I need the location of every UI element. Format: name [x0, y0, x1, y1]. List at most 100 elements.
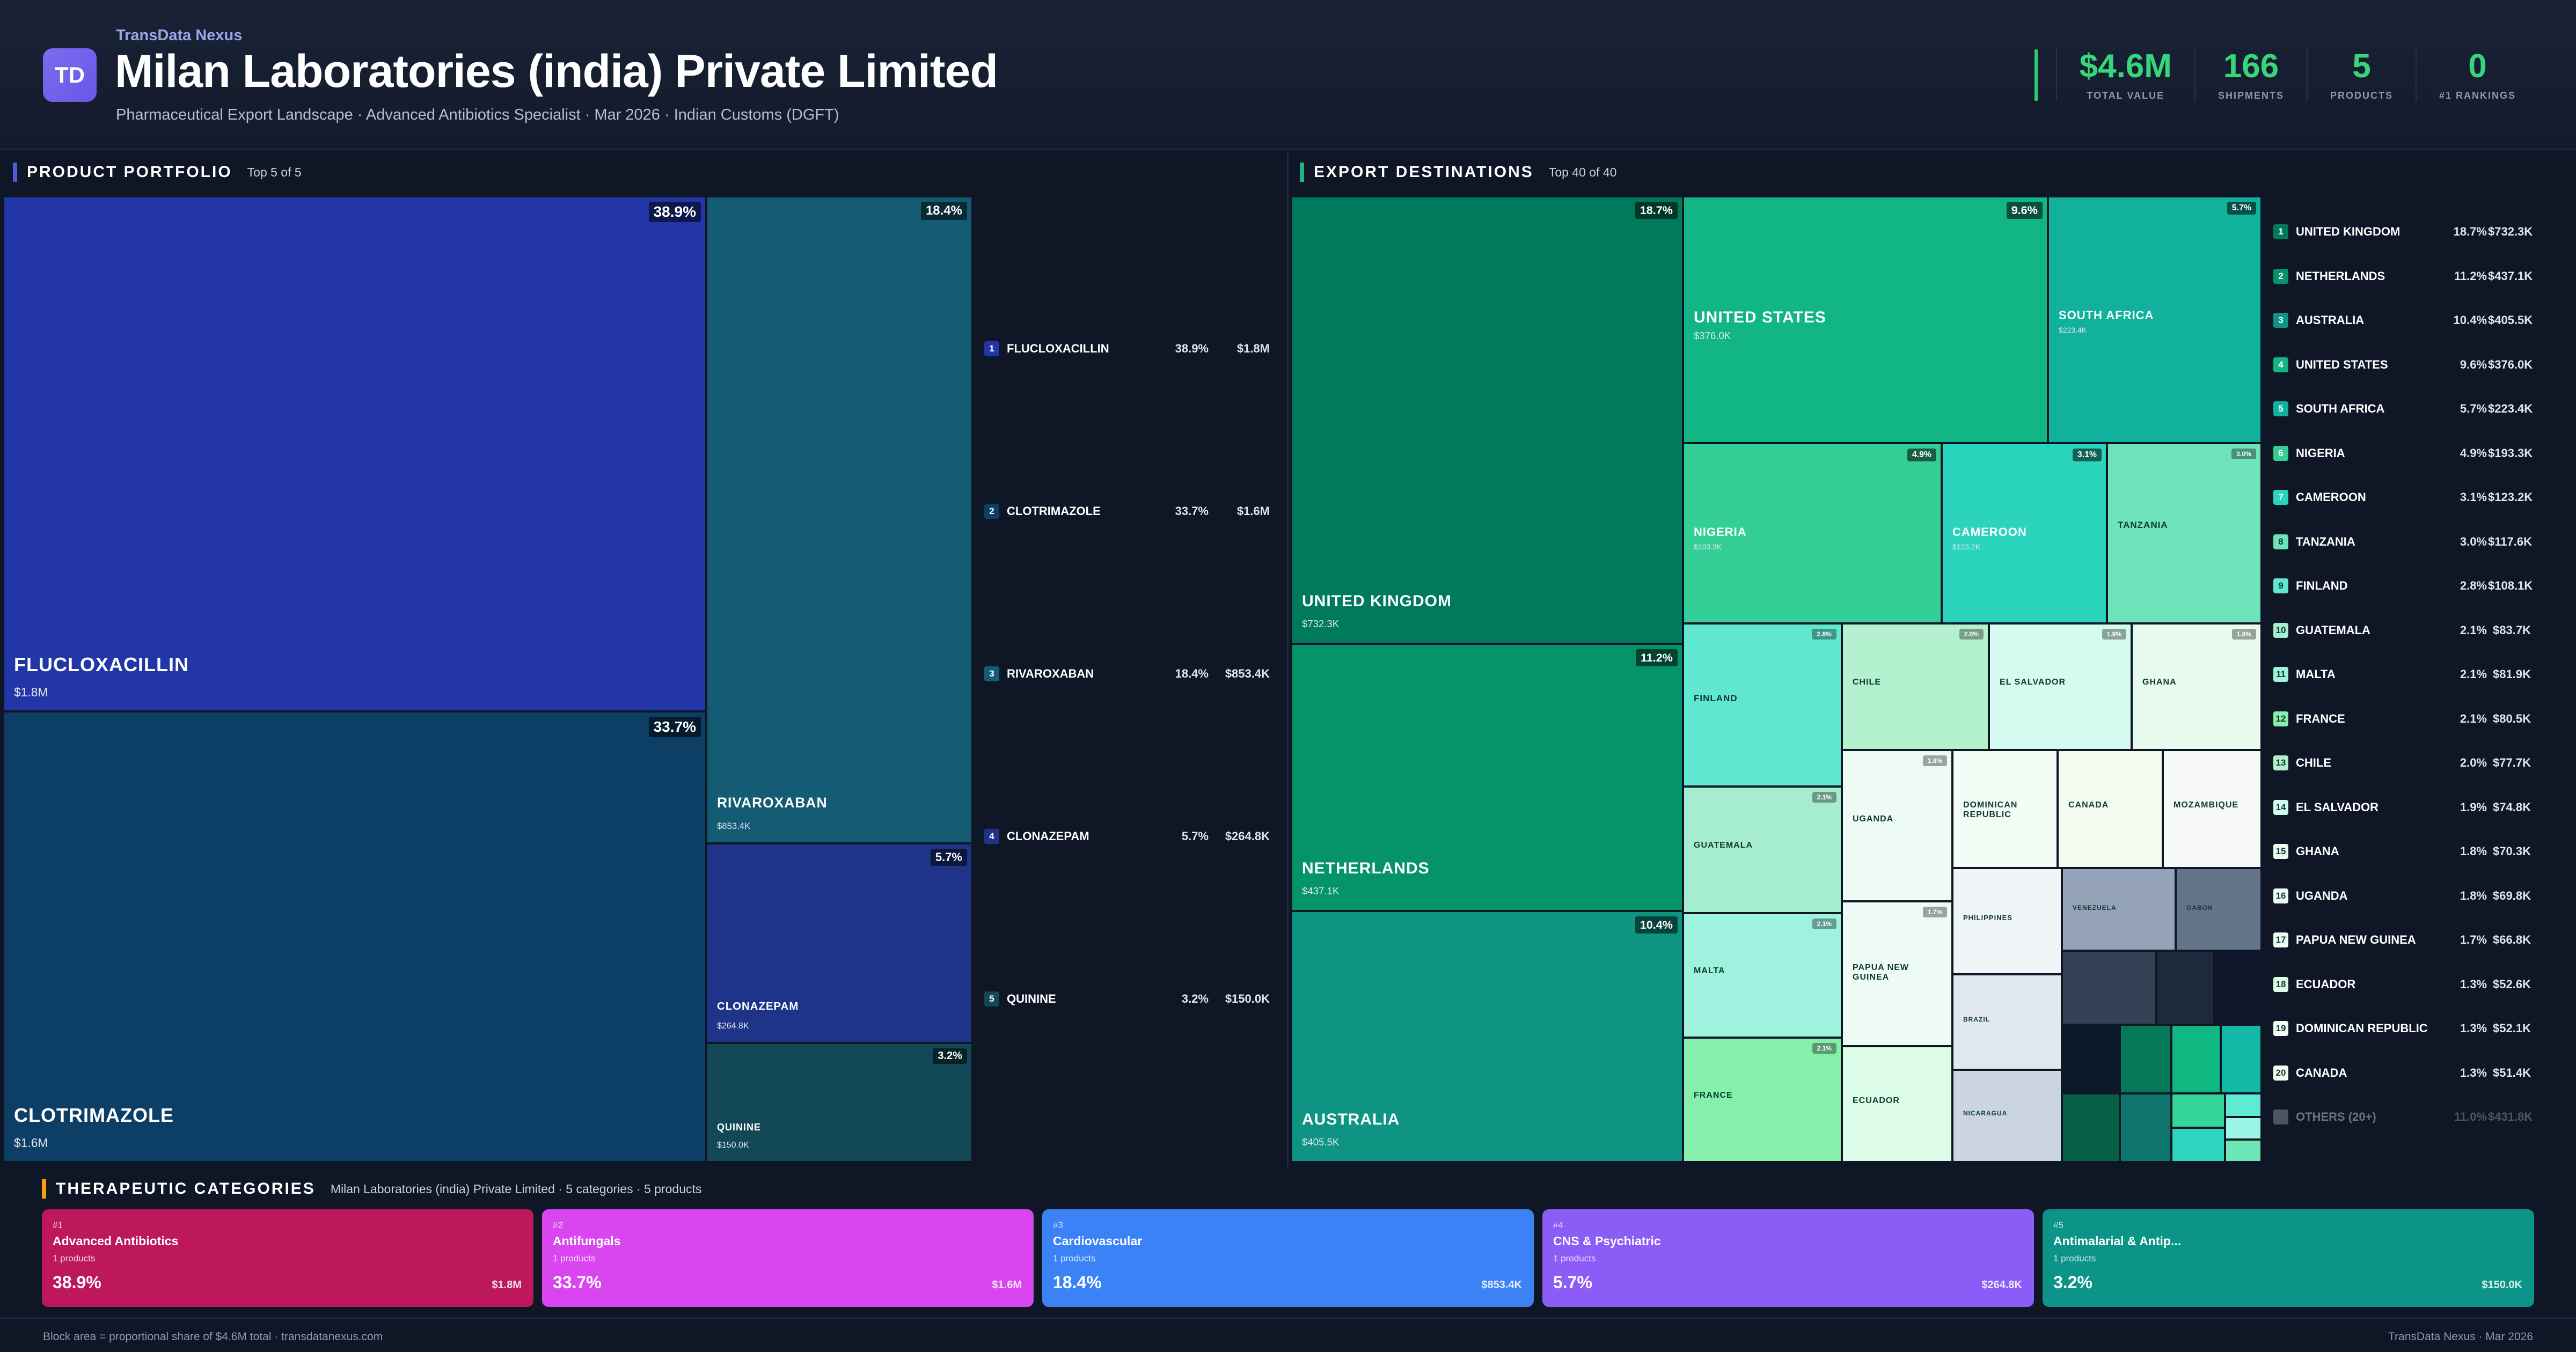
- destination-tile-malta[interactable]: 2.1% MALTA: [1683, 913, 1842, 1038]
- destination-tile-dominican-republic[interactable]: DOMINICAN REPUBLIC: [1952, 750, 2058, 868]
- legend-name: ECUADOR: [2296, 977, 2356, 991]
- destination-tile-ghana[interactable]: 1.8% GHANA: [2132, 623, 2262, 750]
- destination-legend-row[interactable]: 8 TANZANIA 3.0% $117.6K: [2273, 534, 2532, 549]
- destination-tile-nigeria[interactable]: 4.9% NIGERIA $193.3K: [1683, 443, 1942, 623]
- destination-tile-nicaragua[interactable]: NICARAGUA: [1952, 1070, 2062, 1162]
- portfolio-legend-row[interactable]: 1 FLUCLOXACILLIN 38.9% $1.8M: [984, 341, 1274, 356]
- destination-tile-minor[interactable]: [2062, 1093, 2120, 1162]
- destination-name: EL SALVADOR: [2000, 678, 2066, 687]
- portfolio-legend-row[interactable]: 3 RIVAROXABAN 18.4% $853.4K: [984, 666, 1274, 681]
- destination-tile-philippines[interactable]: PHILIPPINES: [1952, 868, 2062, 974]
- destination-tile-minor[interactable]: [2225, 1140, 2262, 1162]
- destination-tile-minor[interactable]: [2225, 1117, 2262, 1140]
- destination-tile-guatemala[interactable]: 2.1% GUATEMALA: [1683, 787, 1842, 913]
- legend-value: $732.3K: [2488, 225, 2533, 238]
- category-card-antifungals[interactable]: #2 Antifungals 1 products 33.7% $1.6M: [542, 1209, 1034, 1307]
- destination-tile-minor[interactable]: [2062, 951, 2156, 1025]
- destination-legend-row[interactable]: 5 SOUTH AFRICA 5.7% $223.4K: [2273, 401, 2533, 416]
- legend-value: $193.3K: [2488, 446, 2533, 460]
- destination-legend-row[interactable]: OTHERS (20+) 11.0% $431.8K: [2273, 1109, 2533, 1125]
- destination-tile-finland[interactable]: 2.8% FINLAND: [1683, 623, 1842, 787]
- footer-credit: TransData Nexus · Mar 2026: [2388, 1331, 2533, 1343]
- destination-tile-chile[interactable]: 2.0% CHILE: [1842, 623, 1989, 750]
- destination-legend-row[interactable]: 14 EL SALVADOR 1.9% $74.8K: [2273, 799, 2531, 815]
- share-badge: 10.4%: [1635, 916, 1678, 934]
- product-tile-rivaroxaban[interactable]: 18.4% RIVAROXABAN $853.4K: [706, 196, 972, 843]
- destination-legend-row[interactable]: 19 DOMINICAN REPUBLIC 1.3% $52.1K: [2273, 1021, 2531, 1036]
- destination-tile-minor[interactable]: [2225, 1093, 2262, 1117]
- legend-name: CANADA: [2296, 1066, 2347, 1079]
- destination-legend-row[interactable]: 11 MALTA 2.1% $81.9K: [2273, 667, 2531, 682]
- kpi-value: 0: [2468, 48, 2487, 85]
- destination-tile-el-salvador[interactable]: 1.9% EL SALVADOR: [1989, 623, 2132, 750]
- destination-tile-minor[interactable]: [2171, 1025, 2221, 1093]
- destination-legend-row[interactable]: 1 UNITED KINGDOM 18.7% $732.3K: [2273, 224, 2533, 239]
- destination-legend-row[interactable]: 20 CANADA 1.3% $51.4K: [2273, 1065, 2531, 1081]
- destination-legend-row[interactable]: 12 FRANCE 2.1% $80.5K: [2273, 711, 2531, 726]
- brand-name: TransData Nexus: [116, 27, 243, 44]
- legend-share: 10.4%: [2453, 313, 2487, 327]
- destination-tile-mozambique[interactable]: MOZAMBIQUE: [2163, 750, 2262, 868]
- destination-tile-minor[interactable]: [2171, 1128, 2225, 1162]
- destination-tile-cameroon[interactable]: 3.1% CAMEROON $123.2K: [1942, 443, 2107, 623]
- destination-tile-south-africa[interactable]: 5.7% SOUTH AFRICA $223.4K: [2048, 196, 2262, 443]
- destination-tile-papua-new-guinea[interactable]: 1.7% PAPUA NEW GUINEA: [1842, 901, 1952, 1046]
- rank-badge: 3: [2273, 313, 2288, 328]
- rank-badge: 17: [2273, 932, 2288, 947]
- portfolio-legend-row[interactable]: 4 CLONAZEPAM 5.7% $264.8K: [984, 829, 1274, 844]
- legend-name: CLOTRIMAZOLE: [1007, 504, 1101, 518]
- destination-legend-row[interactable]: 18 ECUADOR 1.3% $52.6K: [2273, 976, 2531, 992]
- destination-legend-row[interactable]: 13 CHILE 2.0% $77.7K: [2273, 755, 2531, 770]
- destination-tile-uganda[interactable]: 1.8% UGANDA: [1842, 750, 1952, 901]
- destination-tile-ecuador[interactable]: ECUADOR: [1842, 1046, 1952, 1162]
- destination-tile-gabon[interactable]: GABON: [2176, 868, 2262, 951]
- destination-legend-row[interactable]: 16 UGANDA 1.8% $69.8K: [2273, 888, 2531, 903]
- rank-badge: 5: [2273, 401, 2288, 416]
- product-tile-clonazepam[interactable]: 5.7% CLONAZEPAM $264.8K: [706, 843, 972, 1043]
- destination-name: AUSTRALIA: [1302, 1111, 1400, 1128]
- rank-badge: 4: [984, 829, 999, 844]
- destination-legend-row[interactable]: 15 GHANA 1.8% $70.3K: [2273, 844, 2531, 859]
- destination-tile-minor[interactable]: [2156, 951, 2214, 1025]
- share-badge: 4.9%: [1907, 449, 1936, 461]
- category-card-cns-psychiatric[interactable]: #4 CNS & Psychiatric 1 products 5.7% $264.8K: [1542, 1209, 2034, 1307]
- destination-tile-australia[interactable]: 10.4% AUSTRALIA $405.5K: [1291, 911, 1683, 1162]
- destination-legend-row[interactable]: 3 AUSTRALIA 10.4% $405.5K: [2273, 313, 2533, 328]
- destination-legend-row[interactable]: 6 NIGERIA 4.9% $193.3K: [2273, 445, 2533, 461]
- destination-tile-minor[interactable]: [2171, 1093, 2225, 1128]
- destination-tile-minor[interactable]: [2062, 1025, 2120, 1093]
- destination-tile-tanzania[interactable]: 3.0% TANZANIA: [2107, 443, 2262, 623]
- category-card-advanced-antibiotics[interactable]: #1 Advanced Antibiotics 1 products 38.9% $1.…: [42, 1209, 533, 1307]
- destination-tile-minor[interactable]: [2120, 1025, 2171, 1093]
- legend-share: 1.9%: [2460, 800, 2487, 814]
- product-tile-flucloxacillin[interactable]: 38.9% FLUCLOXACILLIN $1.8M: [3, 196, 706, 711]
- destination-legend-row[interactable]: 9 FINLAND 2.8% $108.1K: [2273, 578, 2533, 593]
- portfolio-legend-row[interactable]: 2 CLOTRIMAZOLE 33.7% $1.6M: [984, 504, 1274, 519]
- portfolio-legend-row[interactable]: 5 QUININE 3.2% $150.0K: [984, 991, 1274, 1006]
- destination-tile-canada[interactable]: CANADA: [2058, 750, 2163, 868]
- category-card-antimalarial-antip[interactable]: #5 Antimalarial & Antip... 1 products 3.2% $…: [2043, 1209, 2534, 1307]
- destination-legend-row[interactable]: 17 PAPUA NEW GUINEA 1.7% $66.8K: [2273, 932, 2531, 947]
- destination-tile-france[interactable]: 2.1% FRANCE: [1683, 1038, 1842, 1162]
- product-tile-clotrimazole[interactable]: 33.7% CLOTRIMAZOLE $1.6M: [3, 711, 706, 1162]
- destinations-accent-bar: [1300, 163, 1304, 182]
- destination-tile-venezuela[interactable]: VENEZUELA: [2062, 868, 2176, 951]
- product-value: $1.8M: [14, 685, 48, 699]
- product-name: CLOTRIMAZOLE: [14, 1104, 174, 1126]
- rank-badge: 16: [2273, 888, 2288, 903]
- product-tile-quinine[interactable]: 3.2% QUININE $150.0K: [706, 1043, 972, 1162]
- destination-tile-united-states[interactable]: 9.6% UNITED STATES $376.0K: [1683, 196, 2048, 443]
- destination-name: TANZANIA: [2118, 520, 2168, 531]
- category-card-cardiovascular[interactable]: #3 Cardiovascular 1 products 18.4% $853.4K: [1042, 1209, 1534, 1307]
- destination-legend-row[interactable]: 7 CAMEROON 3.1% $123.2K: [2273, 490, 2533, 505]
- destination-tile-minor[interactable]: [2221, 1025, 2262, 1093]
- destination-legend-row[interactable]: 4 UNITED STATES 9.6% $376.0K: [2273, 357, 2533, 372]
- destination-tile-minor[interactable]: [2214, 951, 2262, 1025]
- destination-legend-row[interactable]: 2 NETHERLANDS 11.2% $437.1K: [2273, 268, 2533, 284]
- destination-tile-brazil[interactable]: BRAZIL: [1952, 974, 2062, 1070]
- destination-tile-netherlands[interactable]: 11.2% NETHERLANDS $437.1K: [1291, 644, 1683, 911]
- destination-tile-minor[interactable]: [2120, 1093, 2171, 1162]
- legend-share: 1.7%: [2460, 933, 2487, 946]
- destination-legend-row[interactable]: 10 GUATEMALA 2.1% $83.7K: [2273, 622, 2531, 638]
- destination-tile-united-kingdom[interactable]: 18.7% UNITED KINGDOM $732.3K: [1291, 196, 1683, 644]
